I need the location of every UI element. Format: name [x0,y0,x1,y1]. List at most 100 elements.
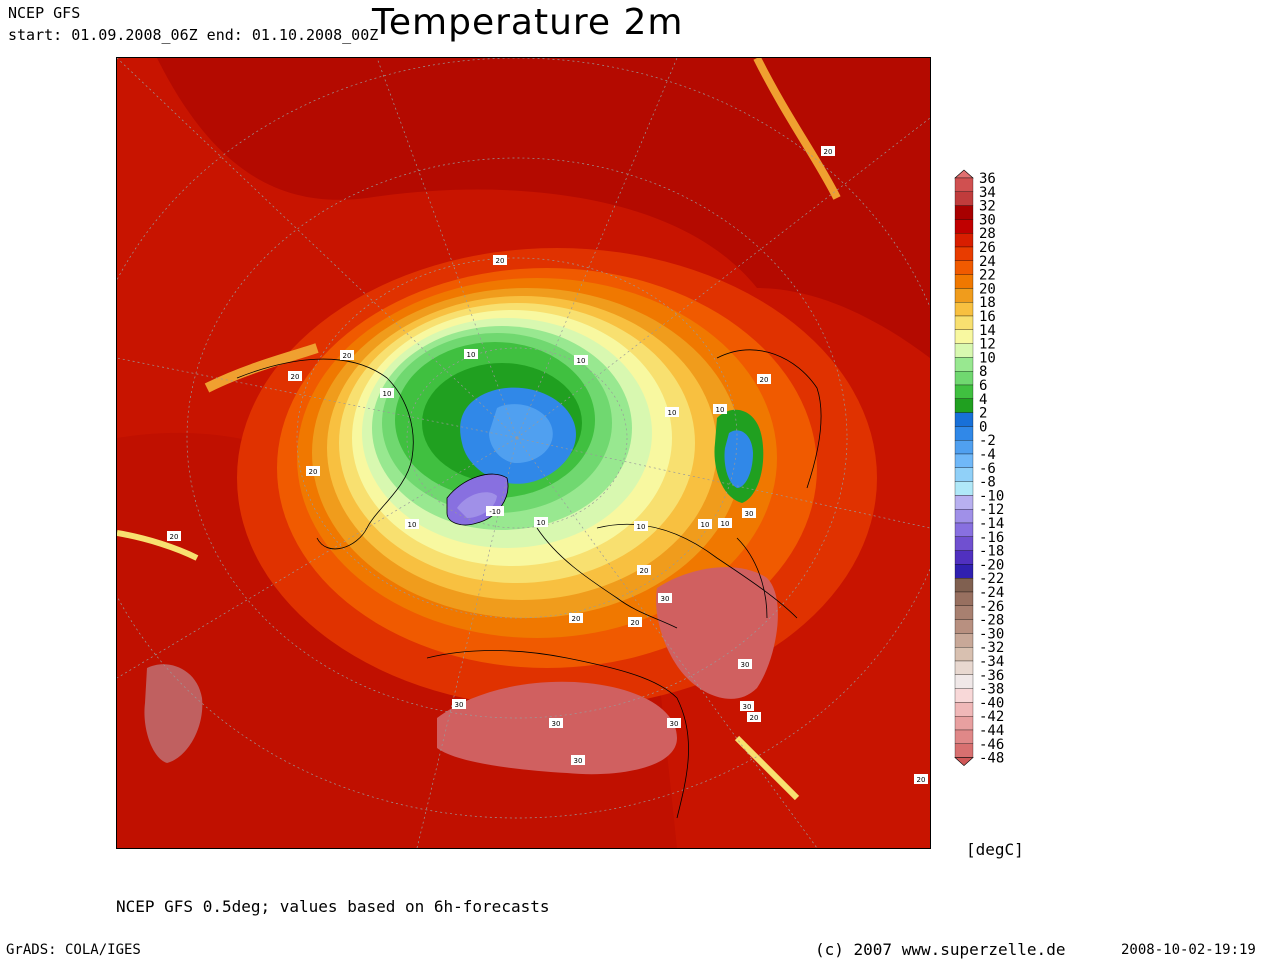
contour-label-20: 20 [747,712,761,722]
colorbar-swatch [954,716,974,731]
colorbar-swatch [954,509,974,524]
svg-text:20: 20 [824,148,833,156]
svg-text:10: 10 [577,357,586,365]
colorbar-swatch [954,453,974,468]
colorbar-tick-label: -28 [979,613,1004,629]
colorbar-swatch [954,329,974,344]
svg-text:10: 10 [668,409,677,417]
contour-label-20: 20 [821,146,835,156]
colorbar-swatch [954,605,974,620]
colorbar-tick-label: 10 [979,350,996,366]
colorbar-swatch [954,467,974,482]
contour-label-minus10: -10 [486,506,504,516]
contour-label-10: 10 [405,519,419,529]
copyright-notice: (c) 2007 www.superzelle.de [815,940,1066,959]
colorbar-swatch [954,619,974,634]
colorbar-tick-label: -26 [979,599,1004,615]
contour-label-20: 20 [569,613,583,623]
colorbar-swatch [954,177,974,192]
svg-text:10: 10 [637,523,646,531]
colorbar-tick-label: -44 [979,723,1004,739]
colorbar-swatch [954,219,974,234]
colorbar-tick-label: -46 [979,737,1004,753]
contour-label-30: 30 [658,593,672,603]
svg-text:10: 10 [701,521,710,529]
svg-text:30: 30 [741,661,750,669]
colorbar-tick-label: 20 [979,281,996,297]
colorbar-tick-label: -30 [979,626,1004,642]
contour-label-10: 10 [634,521,648,531]
colorbar-tick-label: -10 [979,488,1004,504]
colorbar-swatch [954,633,974,648]
colorbar-tick-label: -12 [979,502,1004,518]
contour-label-10: 10 [464,349,478,359]
colorbar-tick-label: -6 [979,461,996,477]
colorbar-tick-label: -14 [979,516,1004,532]
colorbar-swatch [954,660,974,675]
colorbar-swatch [954,315,974,330]
colorbar-tick-label: -36 [979,668,1004,684]
colorbar-swatch [954,246,974,261]
svg-text:10: 10 [408,521,417,529]
svg-text:30: 30 [574,757,583,765]
tibet-cold-spot [724,430,753,488]
colorbar-swatch [954,729,974,744]
colorbar-swatch [954,674,974,689]
colorbar-tick-label: 22 [979,268,996,284]
colorbar-swatch [954,564,974,579]
colorbar-tick-label: 24 [979,254,996,270]
contour-label-30: 30 [667,718,681,728]
colorbar-swatch [954,440,974,455]
colorbar-swatch [954,536,974,551]
colorbar-swatch [954,412,974,427]
colorbar-tick-label: 18 [979,295,996,311]
colorbar-swatch [954,384,974,399]
contour-label-30: 30 [452,699,466,709]
contour-label-30: 30 [742,508,756,518]
contour-label-10: 10 [534,517,548,527]
arctic-ice-inner [489,404,553,463]
temperature-map: 20 20 20 20 20 20 20 20 20 20 20 20 10 1… [116,57,931,849]
colorbar-swatch [954,274,974,289]
svg-text:10: 10 [721,520,730,528]
colorbar-swatch [954,481,974,496]
rocky-mountains-ridge [204,343,319,393]
colorbar-swatch [954,702,974,717]
colorbar-tick-label: 4 [979,392,987,408]
colorbar-swatch [954,191,974,206]
andes-ridge [117,530,199,561]
colorbar-tick-label: 16 [979,309,996,325]
colorbar-swatch [954,302,974,317]
svg-text:20: 20 [572,615,581,623]
colorbar-tick-label: -40 [979,695,1004,711]
colorbar-tick-label: 28 [979,226,996,242]
contour-label-30: 30 [571,755,585,765]
colorbar-tick-label: 6 [979,378,987,394]
colorbar-swatch [954,550,974,565]
colorbar-swatch [954,495,974,510]
colorbar-tick-label: -42 [979,709,1004,725]
svg-text:30: 30 [552,720,561,728]
contour-label-10: 10 [380,388,394,398]
east-africa-ridge [734,735,800,801]
colorbar-swatch [954,343,974,358]
colorbar-tick-label: 34 [979,185,996,201]
colorbar-swatch [954,371,974,386]
colorbar-swatch [954,743,974,758]
colorbar-tick-label: -18 [979,544,1004,560]
contour-label-20: 20 [167,531,181,541]
colorbar-tick-label: -24 [979,585,1004,601]
svg-text:20: 20 [917,776,926,784]
contour-label-20: 20 [288,371,302,381]
software-credit: GrADS: COLA/IGES [6,942,141,958]
contour-label-10: 10 [574,355,588,365]
contour-label-20: 20 [628,617,642,627]
colorbar-tick-label: 12 [979,337,996,353]
contour-label-20: 20 [306,466,320,476]
colorbar-swatch [954,522,974,537]
color-legend: 36 34 32 30 28 26 24 22 20 18 16 14 12 10 8 6 4 2 0 -2 -4 -6-… [954,169,1035,782]
data-source-note: NCEP GFS 0.5deg; values based on 6h-fore… [116,897,550,916]
colorbar-swatch [954,647,974,662]
svg-text:20: 20 [343,352,352,360]
contour-label-10: 10 [698,519,712,529]
